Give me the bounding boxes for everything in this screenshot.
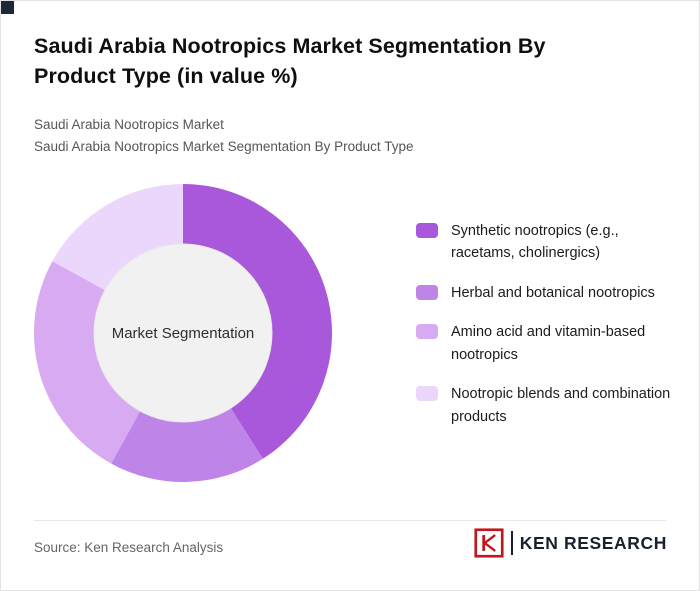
legend-item-2: Amino acid and vitamin-based nootropics (416, 321, 673, 366)
legend-label: Herbal and botanical nootropics (451, 284, 655, 301)
donut-chart: Market Segmentation (33, 183, 333, 483)
legend: Synthetic nootropics (e.g., racetams, ch… (416, 220, 673, 428)
donut-svg (34, 184, 332, 482)
brand-name: KEN RESEARCH (519, 532, 667, 553)
legend-label: Nootropic blends and combination product… (451, 386, 671, 425)
ken-research-emblem-icon (474, 528, 504, 558)
subtitle-market: Saudi Arabia Nootropics Market (34, 117, 224, 132)
legend-item-3: Nootropic blends and combination product… (416, 383, 673, 428)
source-text: Source: Ken Research Analysis (34, 540, 224, 555)
subtitle-segmentation: Saudi Arabia Nootropics Market Segmentat… (34, 139, 414, 154)
legend-swatch-icon (416, 386, 438, 402)
legend-label: Synthetic nootropics (e.g., racetams, ch… (451, 223, 619, 262)
brand-logo: KEN RESEARCH (474, 528, 667, 558)
corner-accent-square (1, 1, 14, 14)
legend-swatch-icon (416, 284, 438, 300)
legend-item-0: Synthetic nootropics (e.g., racetams, ch… (416, 220, 673, 265)
legend-item-1: Herbal and botanical nootropics (416, 282, 673, 304)
footer-divider (34, 520, 666, 521)
legend-swatch-icon (416, 324, 438, 340)
legend-swatch-icon (416, 223, 438, 238)
donut-center-circle (93, 243, 273, 423)
page-title: Saudi Arabia Nootropics Market Segmentat… (34, 34, 546, 89)
logo-separator (510, 531, 513, 555)
legend-label: Amino acid and vitamin-based nootropics (451, 324, 646, 363)
